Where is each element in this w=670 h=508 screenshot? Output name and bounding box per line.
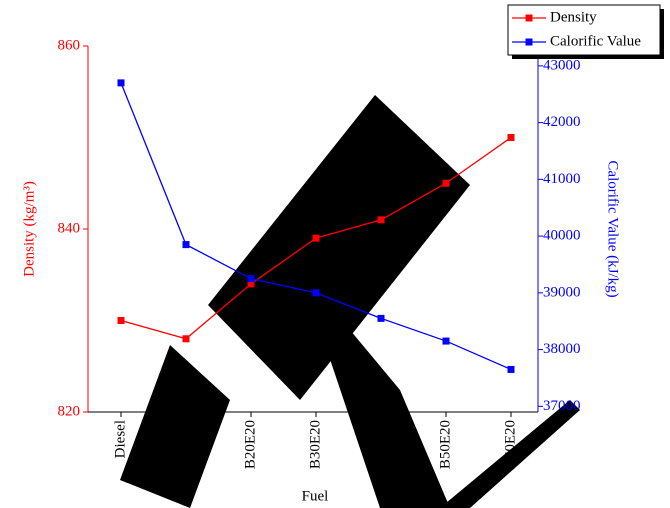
x-tick-label: Diesel xyxy=(112,420,128,458)
y2-tick-label: 41000 xyxy=(543,171,581,187)
watermark xyxy=(440,400,580,508)
data-point xyxy=(312,234,320,242)
y2-tick-label: 38000 xyxy=(543,341,581,357)
data-point xyxy=(247,275,255,283)
y-tick-label: 840 xyxy=(58,220,81,236)
y2-axis-title: Calorific Value (kJ/kg) xyxy=(605,160,621,297)
watermark xyxy=(208,95,470,400)
legend-label: Calorific Value xyxy=(550,33,641,49)
watermark xyxy=(120,345,230,508)
legend-marker xyxy=(525,14,533,22)
legend-marker xyxy=(525,38,533,46)
y2-tick-label: 43000 xyxy=(543,57,581,73)
data-point xyxy=(507,365,515,373)
data-point xyxy=(377,216,385,224)
y-tick-label: 820 xyxy=(58,403,81,419)
legend-label: Density xyxy=(550,9,597,25)
y2-tick-label: 39000 xyxy=(543,284,581,300)
y-tick-label: 860 xyxy=(58,37,81,53)
data-point xyxy=(507,134,515,141)
x-tick-label: B20E20 xyxy=(242,420,258,469)
y-axis-title: Density (kg/m³) xyxy=(21,181,37,277)
watermark xyxy=(300,270,450,508)
data-point xyxy=(312,289,320,297)
x-tick-label: B50E20 xyxy=(437,420,453,469)
data-point xyxy=(117,317,125,324)
y2-tick-label: 37000 xyxy=(543,398,581,414)
y2-tick-label: 42000 xyxy=(543,114,581,130)
legend-box xyxy=(507,4,661,56)
x-axis-title: Fuel xyxy=(302,488,329,504)
y2-tick-label: 40000 xyxy=(543,228,581,244)
data-point xyxy=(247,280,255,288)
data-point xyxy=(182,241,190,249)
data-point xyxy=(117,79,125,87)
x-tick-label: B40E20 xyxy=(372,420,388,469)
x-tick-label: B10E20 xyxy=(177,420,193,469)
x-tick-label: B30E20 xyxy=(307,420,323,469)
data-point xyxy=(377,314,385,322)
data-point xyxy=(182,335,190,343)
data-point xyxy=(442,337,450,345)
x-tick-label: B60E20 xyxy=(502,420,518,469)
data-point xyxy=(442,179,450,187)
